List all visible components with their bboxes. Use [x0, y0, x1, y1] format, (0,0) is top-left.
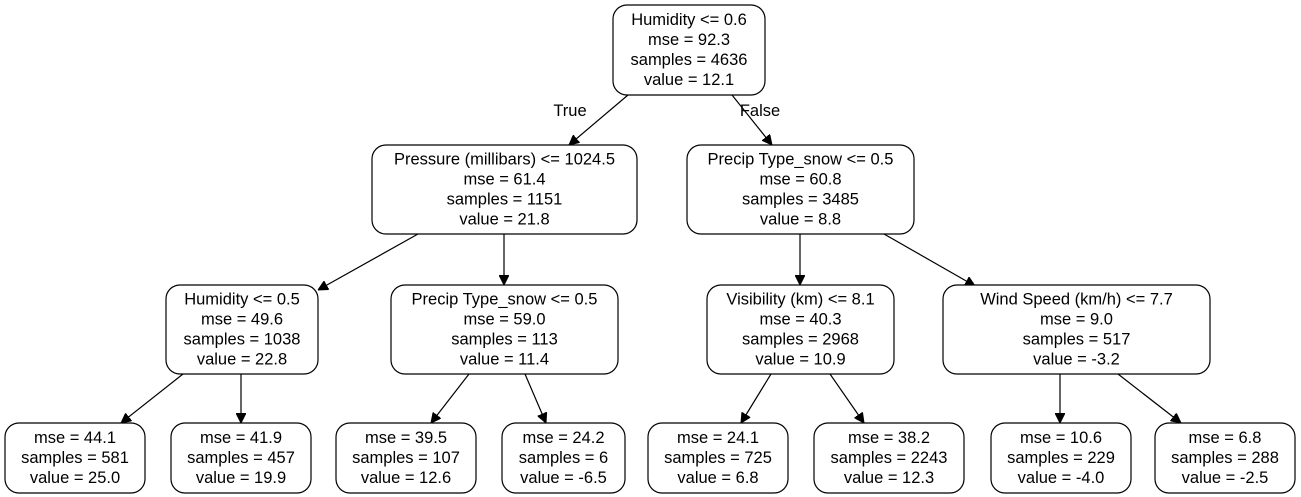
tree-node-n0: Humidity <= 0.6 mse = 92.3 samples = 4636 v…: [612, 4, 766, 96]
node-box: [335, 422, 477, 494]
node-text-line: samples = 1151: [447, 191, 563, 209]
edge-arrow-n2-n6: [883, 233, 975, 286]
edge-arrow-n0-n1: [569, 94, 629, 145]
tree-node-n6: Wind Speed (km/h) <= 7.7 mse = 9.0 samples…: [942, 284, 1211, 375]
tree-node-n5: Visibility (km) <= 8.1 mse = 40.3 samples …: [706, 284, 895, 375]
node-box: [813, 422, 965, 494]
edge-arrow-n3-n7: [121, 373, 184, 423]
tree-node-n14: mse = 6.8 samples = 288 value = -2.5: [1154, 422, 1296, 494]
node-text-line: samples = 229: [1007, 449, 1115, 467]
node-text-line: samples = 581: [21, 449, 129, 467]
node-text-line: Humidity <= 0.6: [631, 11, 747, 29]
node-box: [1154, 422, 1296, 494]
node-text-line: mse = 39.5: [365, 429, 447, 447]
edge-arrow-n0-n2: [731, 94, 772, 145]
tree-node-n13: mse = 10.6 samples = 229 value = -4.0: [990, 422, 1132, 494]
node-box: [942, 284, 1211, 375]
node-box: [390, 284, 619, 375]
node-text-line: value = 10.9: [755, 351, 845, 369]
node-text-line: value = -3.2: [1033, 351, 1120, 369]
tree-node-n11: mse = 24.1 samples = 725 value = 6.8: [647, 422, 789, 494]
edge-arrow-n5-n12: [829, 373, 864, 423]
edge-label-false: False: [740, 102, 780, 120]
node-text-line: mse = 61.4: [463, 171, 545, 189]
edge-arrow-n4-n10: [524, 373, 546, 423]
node-text-line: mse = 60.8: [759, 171, 841, 189]
node-text-line: samples = 457: [187, 449, 295, 467]
node-text-line: mse = 6.8: [1189, 429, 1262, 447]
edge-arrow-n4-n9: [431, 373, 470, 423]
node-text-line: value = 8.8: [760, 211, 841, 229]
node-box: [501, 422, 626, 494]
node-text-line: mse = 24.1: [677, 429, 759, 447]
tree-node-n4: Precip Type_snow <= 0.5 mse = 59.0 samples…: [390, 284, 619, 375]
tree-node-n12: mse = 38.2 samples = 2243 value = 12.3: [813, 422, 965, 494]
node-text-line: value = 22.8: [197, 351, 287, 369]
edge-arrow-n6-n14: [1117, 373, 1181, 423]
nodes-layer: Humidity <= 0.6 mse = 92.3 samples = 4636 v…: [4, 4, 1296, 494]
edge-label-true: True: [553, 102, 586, 120]
tree-node-n7: mse = 44.1 samples = 581 value = 25.0: [4, 422, 146, 494]
node-box: [706, 284, 895, 375]
node-text-line: mse = 24.2: [522, 429, 604, 447]
node-text-line: value = -6.5: [520, 469, 607, 487]
node-text-line: value = 19.9: [196, 469, 286, 487]
node-text-line: Visibility (km) <= 8.1: [726, 291, 874, 309]
node-box: [165, 284, 319, 375]
tree-node-n2: Precip Type_snow <= 0.5 mse = 60.8 samples…: [686, 144, 915, 235]
node-text-line: mse = 10.6: [1020, 429, 1102, 447]
node-text-line: Precip Type_snow <= 0.5: [708, 151, 894, 169]
node-text-line: mse = 92.3: [648, 31, 730, 49]
edges-layer: True False: [121, 94, 1181, 423]
node-text-line: value = -2.5: [1182, 469, 1269, 487]
node-text-line: samples = 6: [519, 449, 608, 467]
node-text-line: value = 12.1: [644, 71, 734, 89]
node-text-line: samples = 1038: [184, 331, 301, 349]
node-box: [647, 422, 789, 494]
node-box: [612, 4, 766, 96]
tree-node-n1: Pressure (millibars) <= 1024.5 mse = 61.4…: [371, 144, 638, 235]
node-text-line: samples = 2968: [742, 331, 859, 349]
node-text-line: mse = 49.6: [201, 311, 283, 329]
node-box: [371, 144, 638, 235]
tree-node-n10: mse = 24.2 samples = 6 value = -6.5: [501, 422, 626, 494]
node-text-line: mse = 59.0: [463, 311, 545, 329]
node-text-line: value = 25.0: [30, 469, 120, 487]
node-text-line: samples = 107: [352, 449, 460, 467]
node-box: [686, 144, 915, 235]
node-text-line: mse = 38.2: [848, 429, 930, 447]
node-box: [4, 422, 146, 494]
node-text-line: samples = 2243: [831, 449, 948, 467]
node-text-line: samples = 3485: [742, 191, 859, 209]
node-text-line: samples = 113: [451, 331, 558, 349]
node-text-line: samples = 288: [1171, 449, 1279, 467]
node-text-line: Wind Speed (km/h) <= 7.7: [980, 291, 1173, 309]
node-text-line: value = 21.8: [459, 211, 549, 229]
node-text-line: Precip Type_snow <= 0.5: [412, 291, 598, 309]
node-text-line: samples = 517: [1023, 331, 1131, 349]
tree-node-n9: mse = 39.5 samples = 107 value = 12.6: [335, 422, 477, 494]
node-text-line: mse = 41.9: [200, 429, 282, 447]
tree-node-n8: mse = 41.9 samples = 457 value = 19.9: [170, 422, 312, 494]
node-text-line: value = 6.8: [677, 469, 758, 487]
node-text-line: mse = 44.1: [34, 429, 116, 447]
node-text-line: samples = 4636: [631, 51, 748, 69]
edge-arrow-n5-n11: [741, 373, 772, 423]
edge-arrow-n1-n3: [318, 233, 419, 290]
node-text-line: samples = 725: [664, 449, 772, 467]
node-text-line: Humidity <= 0.5: [184, 291, 300, 309]
node-text-line: mse = 40.3: [759, 311, 841, 329]
node-text-line: value = 12.6: [361, 469, 451, 487]
node-box: [990, 422, 1132, 494]
node-text-line: Pressure (millibars) <= 1024.5: [394, 151, 615, 169]
node-text-line: value = 11.4: [460, 351, 549, 369]
node-text-line: value = 12.3: [844, 469, 934, 487]
node-text-line: value = -4.0: [1018, 469, 1105, 487]
tree-node-n3: Humidity <= 0.5 mse = 49.6 samples = 1038 v…: [165, 284, 319, 375]
node-text-line: mse = 9.0: [1040, 311, 1113, 329]
node-box: [170, 422, 312, 494]
